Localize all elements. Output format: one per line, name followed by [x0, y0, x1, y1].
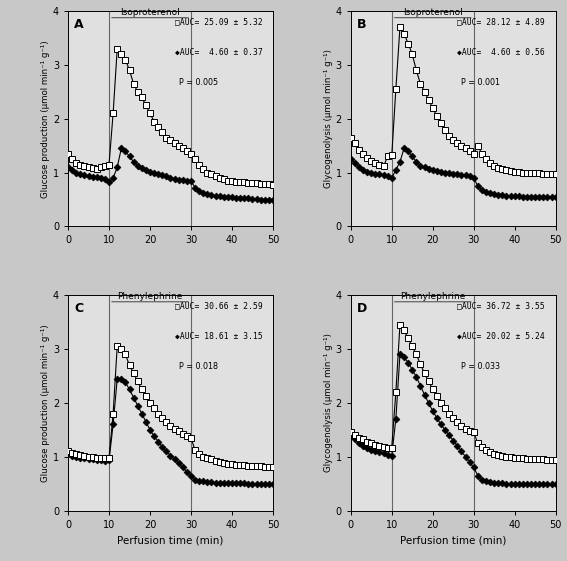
Text: □AUC= 25.09 ± 5.32: □AUC= 25.09 ± 5.32	[175, 18, 263, 27]
Text: B: B	[357, 18, 366, 31]
Y-axis label: Glucose production (μmol min⁻¹ g⁻¹): Glucose production (μmol min⁻¹ g⁻¹)	[41, 324, 50, 482]
Text: A: A	[74, 18, 84, 31]
Y-axis label: Glycogenolysis (μmol min⁻¹ g⁻¹): Glycogenolysis (μmol min⁻¹ g⁻¹)	[324, 49, 333, 188]
Text: P = 0.005: P = 0.005	[179, 78, 218, 87]
Text: Isoproterenol: Isoproterenol	[403, 8, 463, 17]
Text: □AUC= 30.66 ± 2.59: □AUC= 30.66 ± 2.59	[175, 302, 263, 311]
Y-axis label: Glucose production (μmol min⁻¹ g⁻¹): Glucose production (μmol min⁻¹ g⁻¹)	[41, 40, 50, 197]
Text: □AUC= 28.12 ± 4.89: □AUC= 28.12 ± 4.89	[458, 18, 545, 27]
Text: C: C	[74, 302, 83, 315]
Text: Phenylephrine: Phenylephrine	[117, 292, 183, 301]
X-axis label: Perfusion time (min): Perfusion time (min)	[400, 535, 506, 545]
Y-axis label: Glycogenolysis (μmol min⁻¹ g⁻¹): Glycogenolysis (μmol min⁻¹ g⁻¹)	[324, 333, 333, 472]
Text: D: D	[357, 302, 367, 315]
Text: ◆AUC= 20.02 ± 5.24: ◆AUC= 20.02 ± 5.24	[458, 332, 545, 341]
Text: ◆AUC= 18.61 ± 3.15: ◆AUC= 18.61 ± 3.15	[175, 332, 263, 341]
Text: P = 0.018: P = 0.018	[179, 362, 218, 371]
Text: P = 0.001: P = 0.001	[462, 78, 501, 87]
Text: Isoproterenol: Isoproterenol	[120, 8, 180, 17]
Text: P = 0.033: P = 0.033	[462, 362, 501, 371]
Text: □AUC= 36.72 ± 3.55: □AUC= 36.72 ± 3.55	[458, 302, 545, 311]
Text: ◆AUC=  4.60 ± 0.56: ◆AUC= 4.60 ± 0.56	[458, 48, 545, 57]
Text: ◆AUC=  4.60 ± 0.37: ◆AUC= 4.60 ± 0.37	[175, 48, 263, 57]
X-axis label: Perfusion time (min): Perfusion time (min)	[117, 535, 223, 545]
Text: Phenylephrine: Phenylephrine	[400, 292, 466, 301]
